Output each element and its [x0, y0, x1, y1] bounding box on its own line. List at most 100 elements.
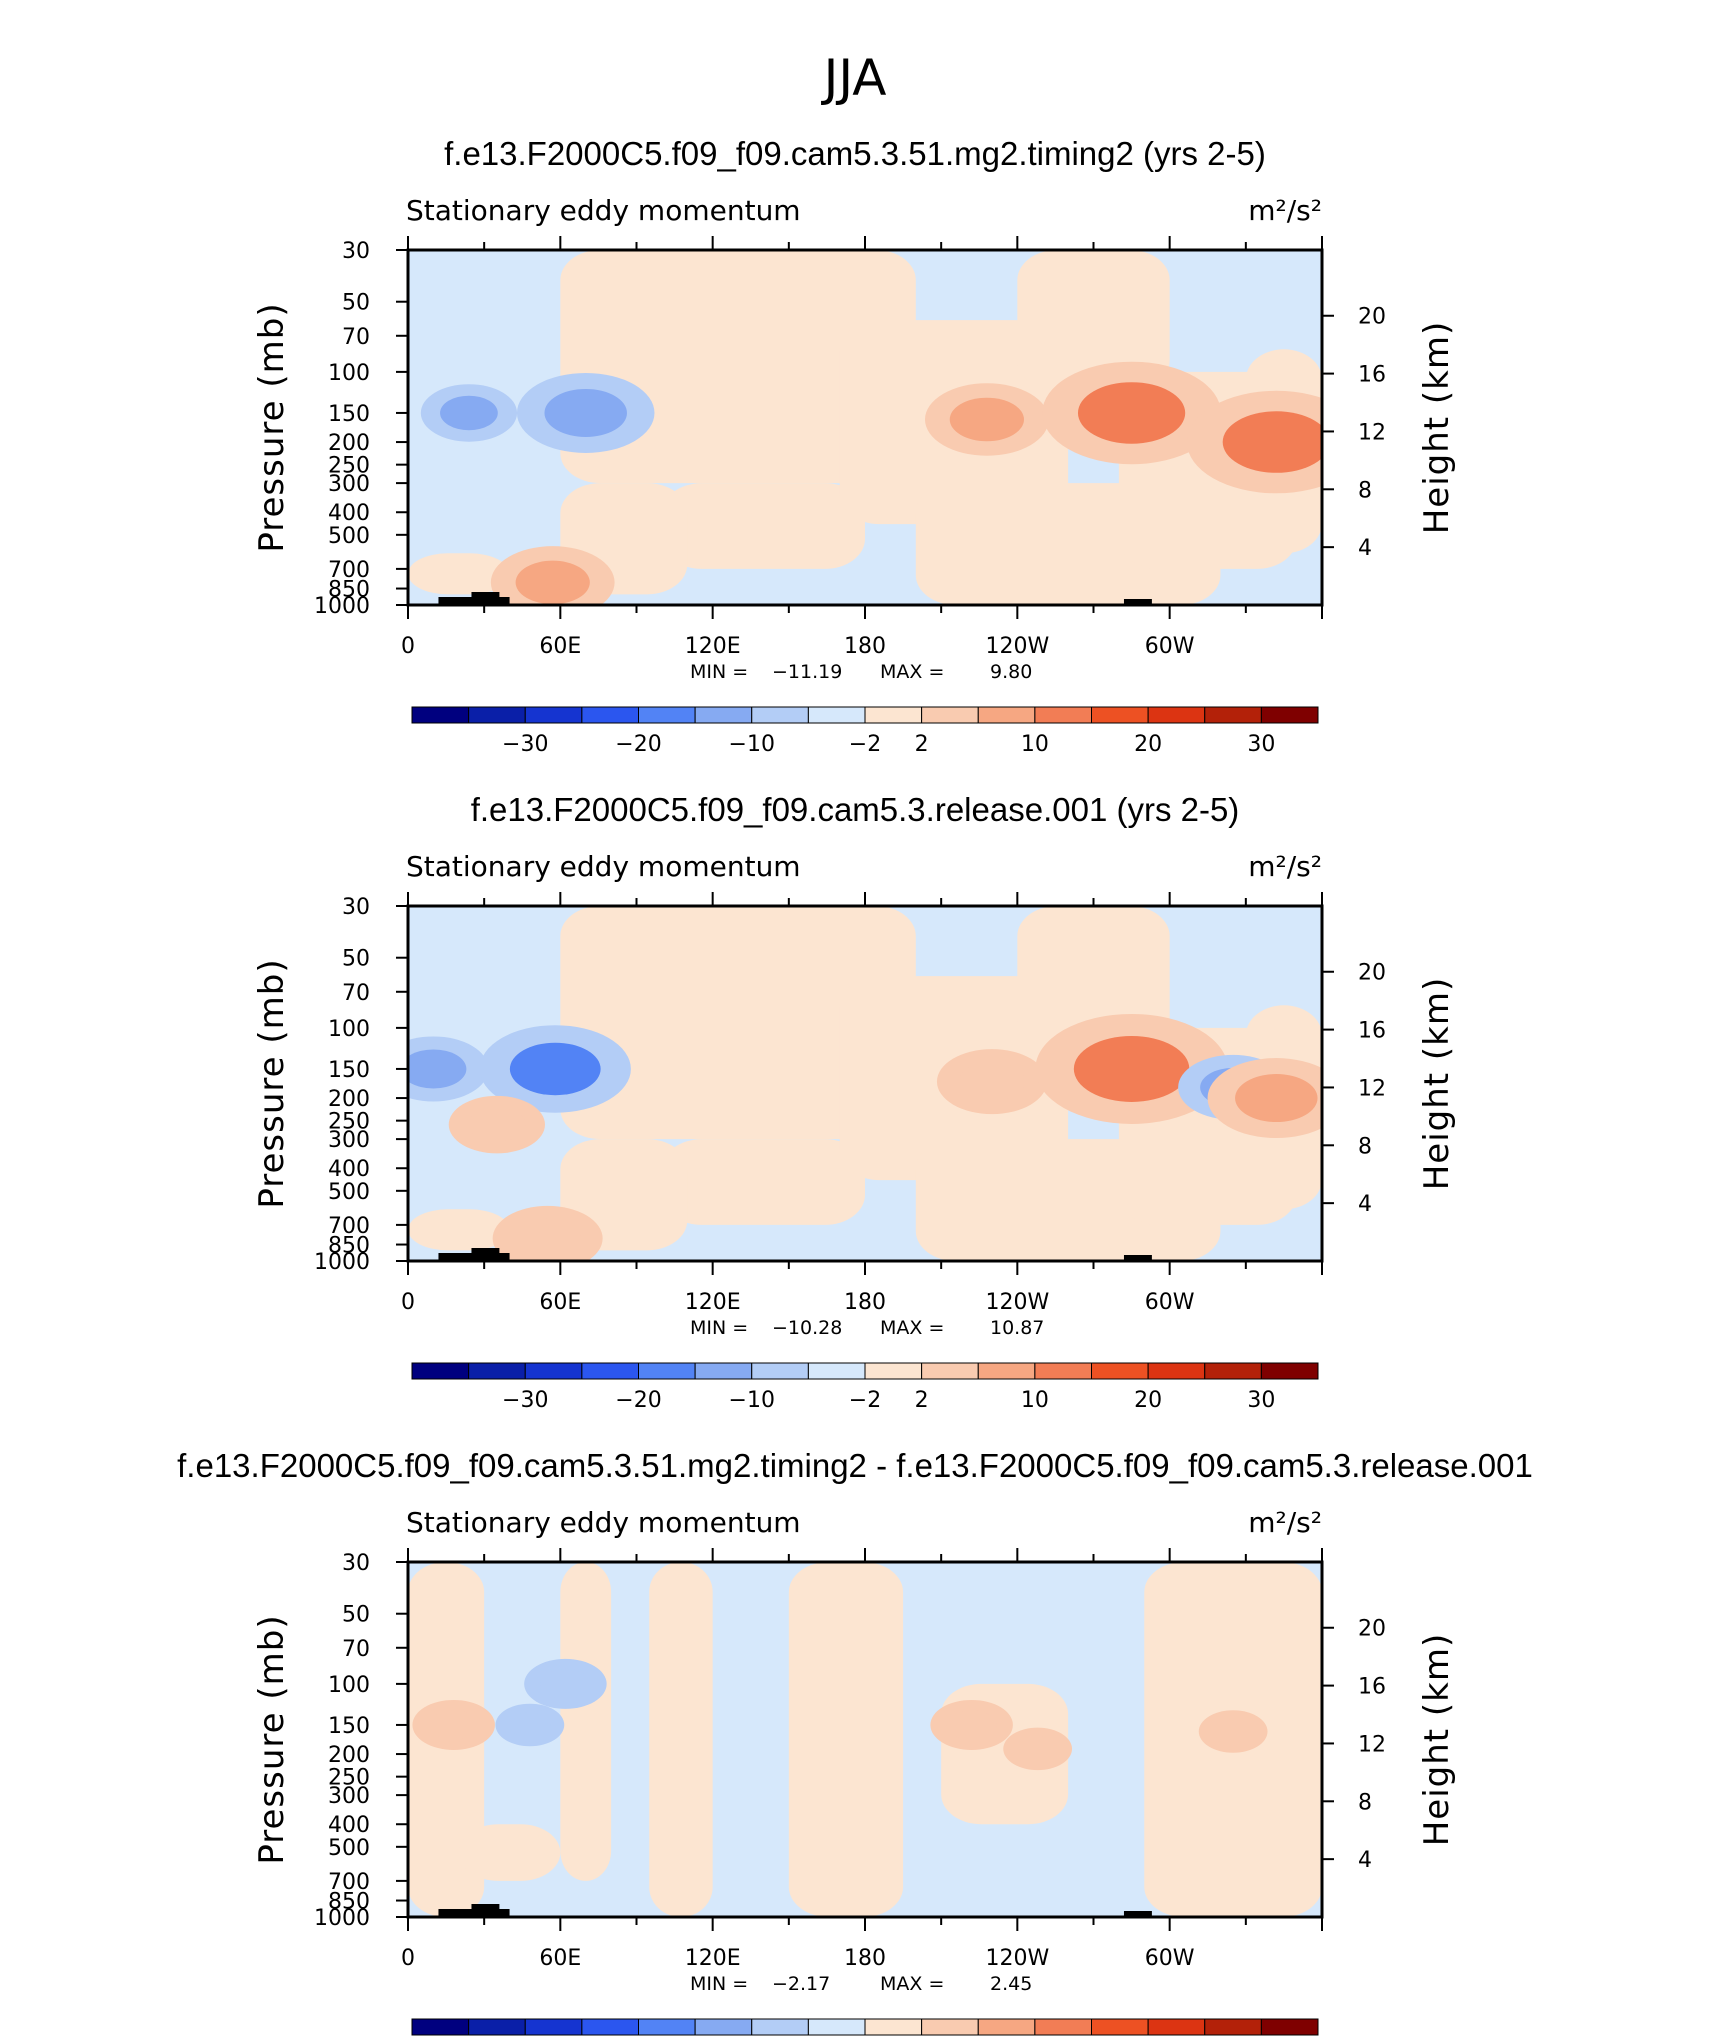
topography — [471, 1904, 500, 1917]
colorbar-label: 20 — [1134, 1388, 1162, 1413]
pressure-tick-label: 1000 — [314, 594, 370, 619]
pressure-tick-label: 50 — [342, 947, 370, 972]
pressure-tick-label: 500 — [328, 1836, 370, 1861]
stats-max-value: 9.80 — [990, 661, 1032, 683]
pressure-tick-label: 30 — [342, 239, 370, 264]
colorbar-swatch — [864, 1362, 923, 1380]
colorbar-label: 2 — [915, 1388, 929, 1413]
pressure-tick-label: 300 — [328, 472, 370, 497]
height-tick-label: 16 — [1358, 1019, 1386, 1044]
colorbar-swatch — [1260, 1362, 1319, 1380]
pressure-tick-label: 250 — [328, 1110, 370, 1135]
height-tick-label: 12 — [1358, 420, 1386, 445]
pressure-tick-label: 500 — [328, 1180, 370, 1205]
pressure-tick-label: 50 — [342, 1603, 370, 1628]
pressure-tick-label: 400 — [328, 1157, 370, 1182]
lon-tick-label: 60E — [539, 1290, 581, 1315]
pressure-tick-label: 700 — [328, 1214, 370, 1239]
lon-tick-label: 180 — [844, 1946, 886, 1971]
colorbar-label: −20 — [615, 732, 661, 757]
stats-max-value: 2.45 — [990, 1973, 1032, 1995]
positive-region — [649, 1562, 713, 1917]
pressure-tick-label: 250 — [328, 1766, 370, 1791]
colorbar-swatch — [977, 706, 1036, 724]
colorbar-label: −2 — [849, 732, 881, 757]
colorbar-swatch — [807, 1362, 866, 1380]
colorbar-label: −10 — [729, 1388, 775, 1413]
stats-min-label: MIN = — [690, 1317, 748, 1339]
colorbar-label: 20 — [1134, 732, 1162, 757]
colorbar-swatch — [751, 706, 809, 724]
colorbar-label: 2 — [915, 732, 929, 757]
pressure-tick-label: 100 — [328, 1673, 370, 1698]
y-axis-label-right: Height (km) — [1417, 321, 1457, 535]
contour-field — [408, 906, 1322, 1261]
positive-region — [1017, 250, 1170, 391]
stats-min-label: MIN = — [690, 661, 748, 683]
colorbar-swatch — [921, 706, 979, 724]
colorbar-swatch — [1147, 2018, 1206, 2036]
height-tick-label: 16 — [1358, 363, 1386, 388]
contour-field — [408, 1562, 1322, 1917]
colorbar-swatch — [1260, 2018, 1319, 2036]
topography — [471, 592, 500, 605]
pressure-tick-label: 850 — [328, 1890, 370, 1915]
pressure-tick-label: 700 — [328, 558, 370, 583]
colorbar-swatch — [638, 706, 696, 724]
height-tick-label: 8 — [1358, 1790, 1372, 1815]
height-tick-label: 20 — [1358, 1617, 1386, 1642]
stats-max-label: MAX = — [880, 661, 944, 683]
pressure-tick-label: 200 — [328, 431, 370, 456]
colorbar-swatch — [524, 706, 583, 724]
pressure-tick-label: 200 — [328, 1743, 370, 1768]
height-tick-label: 20 — [1358, 305, 1386, 330]
panel-title: f.e13.F2000C5.f09_f09.cam5.3.release.001… — [471, 791, 1240, 828]
positive-region — [1017, 906, 1170, 1047]
colorbar-swatch — [638, 2018, 696, 2036]
lon-tick-label: 120W — [985, 634, 1049, 659]
colorbar-swatch — [1091, 706, 1149, 724]
pressure-tick-label: 250 — [328, 454, 370, 479]
feature-core — [544, 388, 627, 437]
height-tick-label: 12 — [1358, 1076, 1386, 1101]
stats-max-label: MAX = — [880, 1973, 944, 1995]
positive-region — [408, 1209, 510, 1251]
colorbar-label: −30 — [502, 732, 548, 757]
stats-min-value: −11.19 — [772, 661, 842, 683]
topography — [471, 1248, 500, 1261]
colorbar-label: 30 — [1247, 1388, 1275, 1413]
height-tick-label: 12 — [1358, 1732, 1386, 1757]
colorbar-swatch — [1147, 706, 1206, 724]
positive-region — [408, 553, 510, 595]
feature-core — [440, 395, 498, 431]
colorbar-label: −20 — [615, 1388, 661, 1413]
lon-tick-label: 180 — [844, 634, 886, 659]
colorbar-swatch — [411, 706, 470, 724]
positive-region — [788, 1562, 904, 1917]
colorbar-swatch — [1204, 1362, 1262, 1380]
height-tick-label: 4 — [1358, 1848, 1372, 1873]
colorbar-label: −30 — [502, 1388, 548, 1413]
season-title: JJA — [821, 49, 887, 107]
height-tick-label: 20 — [1358, 961, 1386, 986]
panel-title: f.e13.F2000C5.f09_f09.cam5.3.51.mg2.timi… — [177, 1447, 1533, 1484]
feature-core — [509, 1712, 551, 1738]
pressure-tick-label: 30 — [342, 1551, 370, 1576]
feature-core — [509, 1042, 601, 1096]
lon-tick-label: 0 — [401, 634, 415, 659]
y-axis-label-left: Pressure (mb) — [252, 1614, 292, 1864]
variable-label: Stationary eddy momentum — [406, 1506, 801, 1539]
colorbar-swatch — [864, 2018, 923, 2036]
panel-2: f.e13.F2000C5.f09_f09.cam5.3.release.001… — [252, 791, 1457, 1413]
feature-core — [1235, 1074, 1318, 1123]
lon-tick-label: 60E — [539, 634, 581, 659]
pressure-tick-label: 70 — [342, 981, 370, 1006]
pressure-tick-label: 70 — [342, 1637, 370, 1662]
positive-region — [560, 906, 916, 1140]
colorbar-swatch — [751, 2018, 809, 2036]
lon-tick-label: 60W — [1145, 1290, 1195, 1315]
pressure-tick-label: 850 — [328, 1234, 370, 1259]
panel-3: f.e13.F2000C5.f09_f09.cam5.3.51.mg2.timi… — [177, 1447, 1533, 2036]
lon-tick-label: 120W — [985, 1290, 1049, 1315]
